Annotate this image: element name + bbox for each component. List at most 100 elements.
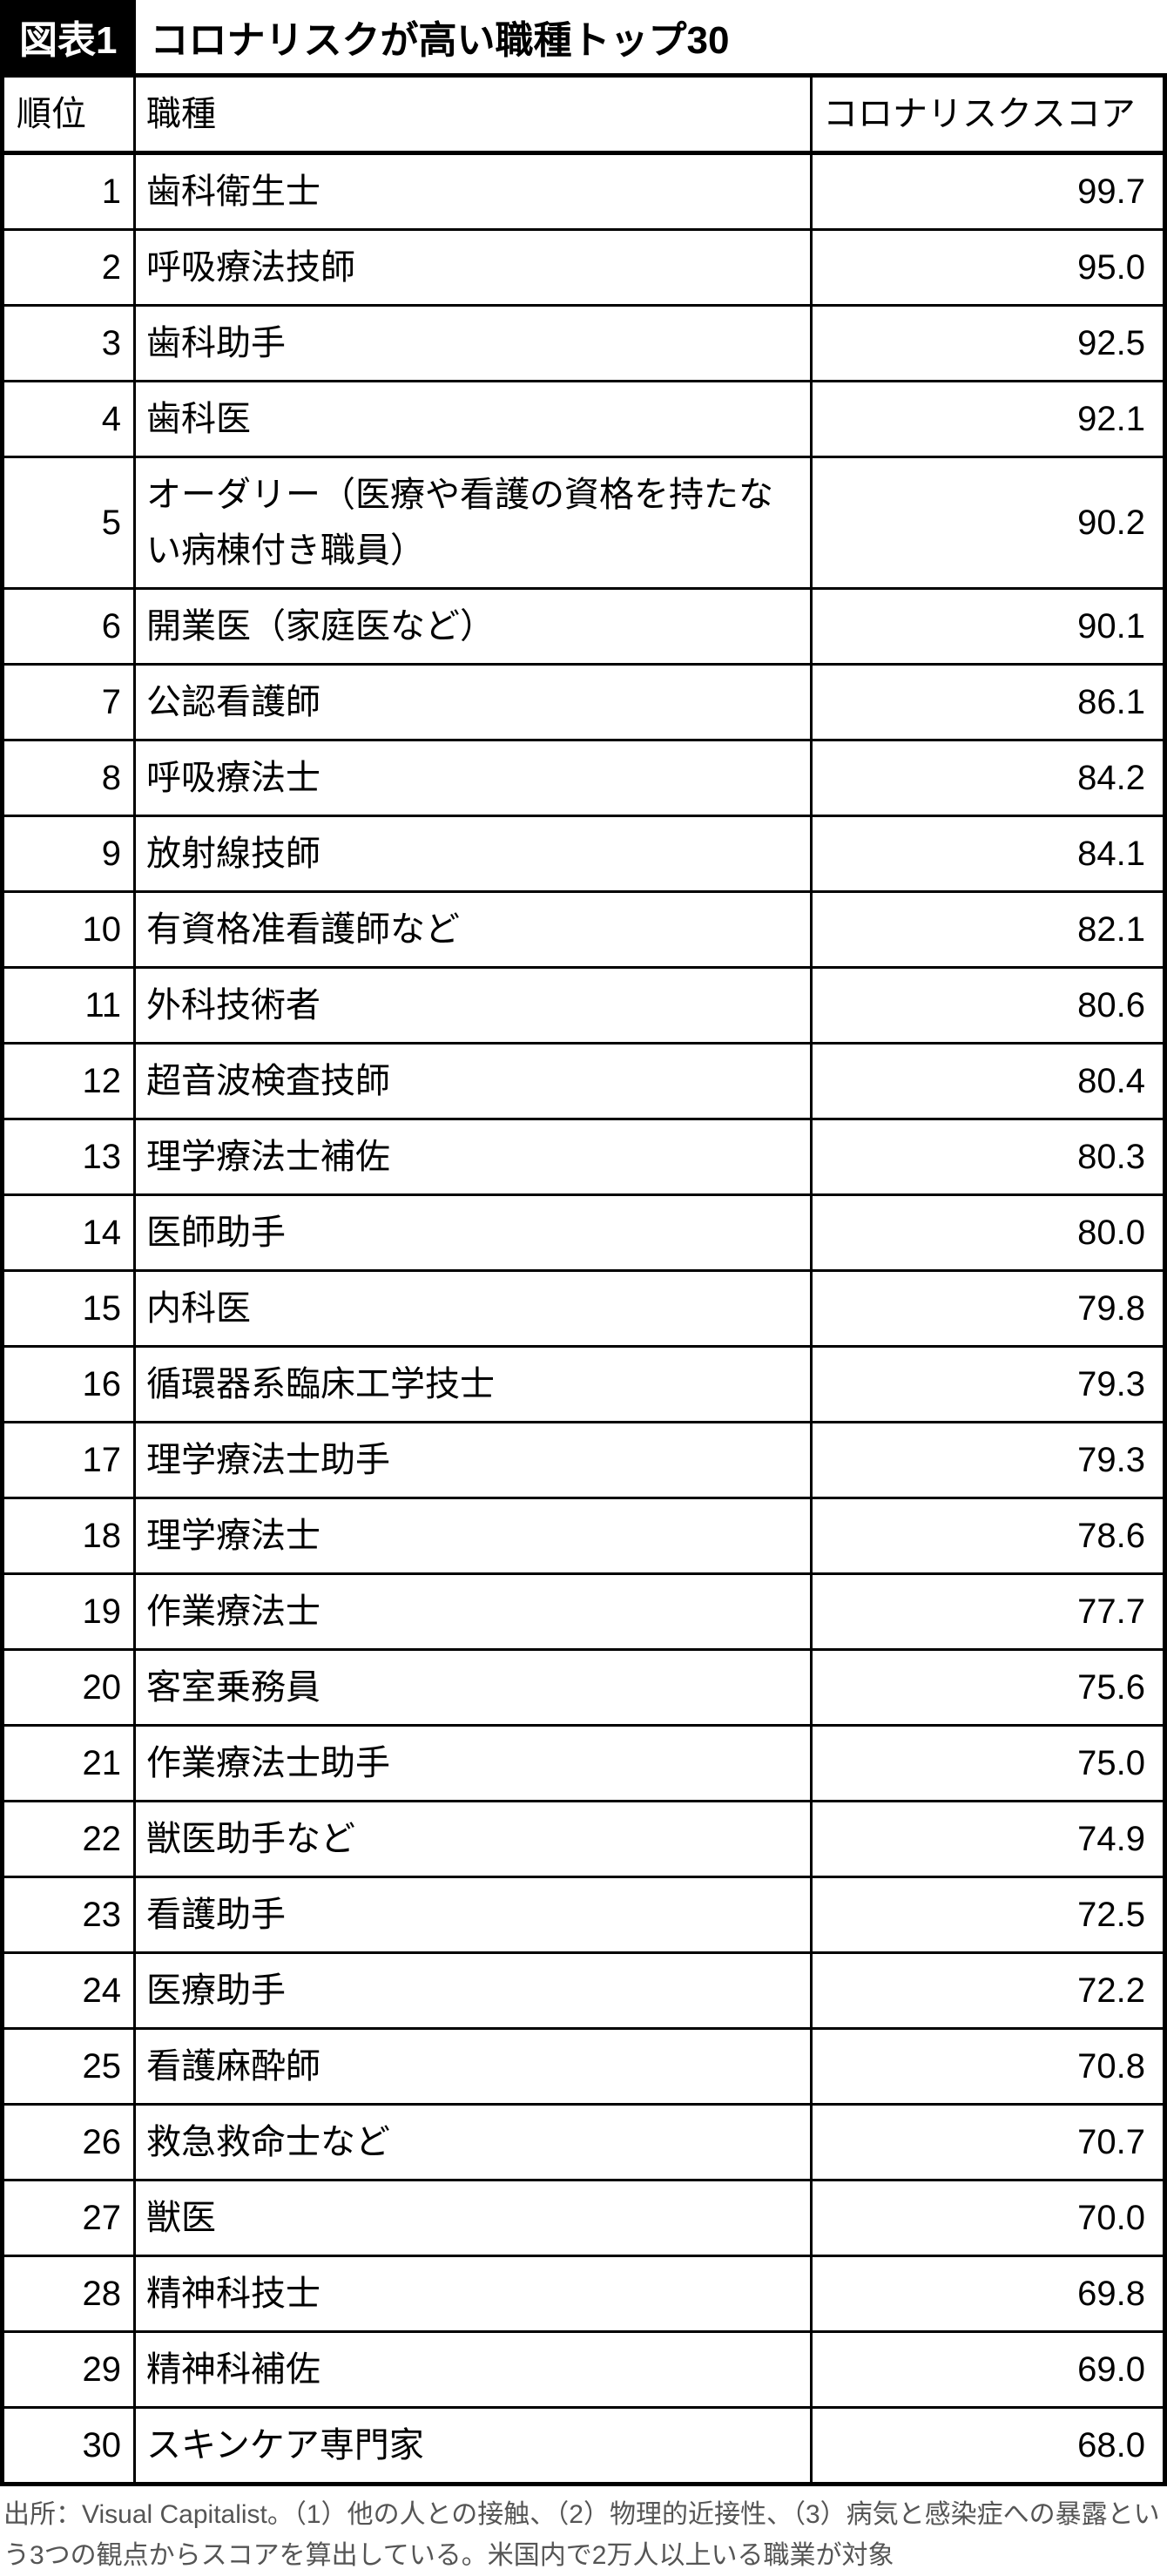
cell-job: オーダリー（医療や看護の資格を持たない病棟付き職員） xyxy=(135,457,812,589)
table-row: 26救急救命士など70.7 xyxy=(3,2105,1165,2180)
cell-rank: 29 xyxy=(3,2332,135,2408)
table-row: 8呼吸療法士84.2 xyxy=(3,740,1165,816)
cell-score: 99.7 xyxy=(812,153,1165,230)
cell-score: 74.9 xyxy=(812,1802,1165,1877)
table-row: 12超音波検査技師80.4 xyxy=(3,1044,1165,1119)
cell-score: 79.8 xyxy=(812,1271,1165,1347)
table-row: 6開業医（家庭医など）90.1 xyxy=(3,589,1165,665)
cell-score: 72.2 xyxy=(812,1953,1165,2029)
cell-rank: 7 xyxy=(3,665,135,740)
cell-rank: 16 xyxy=(3,1347,135,1423)
table-row: 5オーダリー（医療や看護の資格を持たない病棟付き職員）90.2 xyxy=(3,457,1165,589)
cell-score: 77.7 xyxy=(812,1574,1165,1650)
cell-score: 78.6 xyxy=(812,1498,1165,1574)
table-row: 19作業療法士77.7 xyxy=(3,1574,1165,1650)
table-row: 1歯科衛生士99.7 xyxy=(3,153,1165,230)
cell-job: 作業療法士 xyxy=(135,1574,812,1650)
cell-rank: 21 xyxy=(3,1726,135,1802)
cell-job: 看護麻酔師 xyxy=(135,2029,812,2105)
cell-job: 有資格准看護師など xyxy=(135,892,812,968)
cell-job: 精神科技士 xyxy=(135,2256,812,2332)
table-row: 24医療助手72.2 xyxy=(3,1953,1165,2029)
cell-score: 70.8 xyxy=(812,2029,1165,2105)
cell-score: 80.0 xyxy=(812,1195,1165,1271)
figure-container: 図表1 コロナリスクが高い職種トップ30 順位 職種 コロナリスクスコア 1歯科… xyxy=(0,0,1167,2576)
table-row: 7公認看護師86.1 xyxy=(3,665,1165,740)
cell-job: 看護助手 xyxy=(135,1877,812,1953)
table-row: 21作業療法士助手75.0 xyxy=(3,1726,1165,1802)
figure-title: コロナリスクが高い職種トップ30 xyxy=(136,9,729,64)
cell-rank: 19 xyxy=(3,1574,135,1650)
cell-rank: 13 xyxy=(3,1119,135,1195)
col-header-score: コロナリスクスコア xyxy=(812,76,1165,153)
cell-score: 69.8 xyxy=(812,2256,1165,2332)
cell-rank: 10 xyxy=(3,892,135,968)
risk-table: 順位 職種 コロナリスクスコア 1歯科衛生士99.72呼吸療法技師95.03歯科… xyxy=(0,73,1167,2486)
cell-score: 80.6 xyxy=(812,968,1165,1044)
table-row: 17理学療法士助手79.3 xyxy=(3,1423,1165,1498)
table-row: 23看護助手72.5 xyxy=(3,1877,1165,1953)
figure-label: 図表1 xyxy=(0,0,136,73)
cell-job: 開業医（家庭医など） xyxy=(135,589,812,665)
table-row: 25看護麻酔師70.8 xyxy=(3,2029,1165,2105)
cell-score: 82.1 xyxy=(812,892,1165,968)
cell-score: 84.2 xyxy=(812,740,1165,816)
table-row: 27獣医70.0 xyxy=(3,2180,1165,2256)
table-header-row: 順位 職種 コロナリスクスコア xyxy=(3,76,1165,153)
cell-job: 救急救命士など xyxy=(135,2105,812,2180)
cell-score: 70.0 xyxy=(812,2180,1165,2256)
cell-rank: 9 xyxy=(3,816,135,892)
cell-score: 70.7 xyxy=(812,2105,1165,2180)
cell-job: 循環器系臨床工学技士 xyxy=(135,1347,812,1423)
cell-job: 内科医 xyxy=(135,1271,812,1347)
cell-rank: 14 xyxy=(3,1195,135,1271)
cell-rank: 1 xyxy=(3,153,135,230)
cell-job: 呼吸療法技師 xyxy=(135,230,812,306)
cell-rank: 24 xyxy=(3,1953,135,2029)
cell-score: 86.1 xyxy=(812,665,1165,740)
cell-rank: 15 xyxy=(3,1271,135,1347)
table-row: 4歯科医92.1 xyxy=(3,382,1165,457)
cell-score: 80.3 xyxy=(812,1119,1165,1195)
cell-job: 公認看護師 xyxy=(135,665,812,740)
table-row: 30スキンケア専門家68.0 xyxy=(3,2408,1165,2485)
cell-rank: 22 xyxy=(3,1802,135,1877)
cell-rank: 30 xyxy=(3,2408,135,2485)
cell-job: スキンケア専門家 xyxy=(135,2408,812,2485)
table-row: 22獣医助手など74.9 xyxy=(3,1802,1165,1877)
table-row: 15内科医79.8 xyxy=(3,1271,1165,1347)
cell-score: 69.0 xyxy=(812,2332,1165,2408)
cell-rank: 3 xyxy=(3,306,135,382)
cell-job: 客室乗務員 xyxy=(135,1650,812,1726)
cell-job: 歯科衛生士 xyxy=(135,153,812,230)
figure-header: 図表1 コロナリスクが高い職種トップ30 xyxy=(0,0,1167,73)
cell-job: 理学療法士助手 xyxy=(135,1423,812,1498)
cell-rank: 27 xyxy=(3,2180,135,2256)
cell-score: 75.0 xyxy=(812,1726,1165,1802)
cell-score: 95.0 xyxy=(812,230,1165,306)
cell-rank: 12 xyxy=(3,1044,135,1119)
cell-score: 80.4 xyxy=(812,1044,1165,1119)
cell-score: 84.1 xyxy=(812,816,1165,892)
cell-score: 92.5 xyxy=(812,306,1165,382)
cell-job: 放射線技師 xyxy=(135,816,812,892)
cell-rank: 2 xyxy=(3,230,135,306)
cell-job: 外科技術者 xyxy=(135,968,812,1044)
cell-job: 呼吸療法士 xyxy=(135,740,812,816)
cell-rank: 5 xyxy=(3,457,135,589)
cell-rank: 17 xyxy=(3,1423,135,1498)
cell-job: 獣医 xyxy=(135,2180,812,2256)
cell-job: 医療助手 xyxy=(135,1953,812,2029)
table-row: 18理学療法士78.6 xyxy=(3,1498,1165,1574)
cell-score: 92.1 xyxy=(812,382,1165,457)
cell-job: 歯科医 xyxy=(135,382,812,457)
cell-rank: 25 xyxy=(3,2029,135,2105)
table-row: 3歯科助手92.5 xyxy=(3,306,1165,382)
cell-score: 68.0 xyxy=(812,2408,1165,2485)
cell-rank: 23 xyxy=(3,1877,135,1953)
cell-job: 精神科補佐 xyxy=(135,2332,812,2408)
col-header-job: 職種 xyxy=(135,76,812,153)
cell-score: 75.6 xyxy=(812,1650,1165,1726)
cell-score: 90.2 xyxy=(812,457,1165,589)
cell-job: 歯科助手 xyxy=(135,306,812,382)
